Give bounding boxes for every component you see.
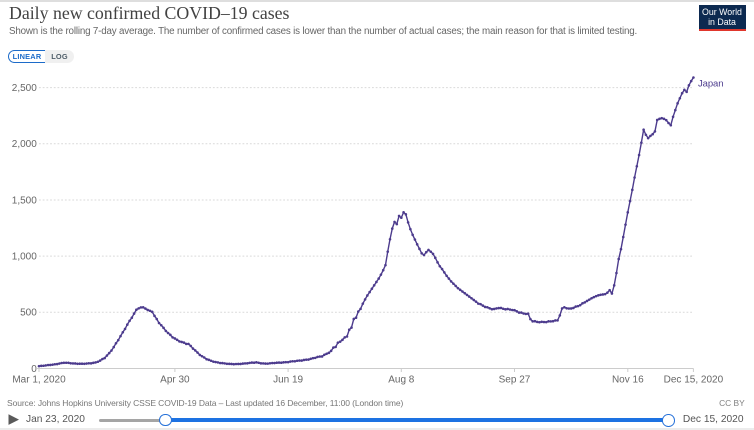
svg-text:Apr 30: Apr 30 <box>160 375 190 386</box>
svg-text:1,500: 1,500 <box>12 195 37 206</box>
svg-text:Dec 15, 2020: Dec 15, 2020 <box>664 375 724 386</box>
svg-text:2,000: 2,000 <box>12 139 37 150</box>
svg-text:Japan: Japan <box>698 78 723 89</box>
svg-text:2,500: 2,500 <box>12 83 37 94</box>
svg-text:0: 0 <box>31 364 37 375</box>
svg-text:Jun 19: Jun 19 <box>273 375 303 386</box>
svg-text:500: 500 <box>20 308 37 319</box>
svg-text:1,000: 1,000 <box>12 252 37 263</box>
svg-text:Nov 16: Nov 16 <box>612 375 644 386</box>
svg-text:Aug 8: Aug 8 <box>388 375 415 386</box>
svg-text:Sep 27: Sep 27 <box>499 375 531 386</box>
svg-text:Mar 1, 2020: Mar 1, 2020 <box>12 375 66 386</box>
